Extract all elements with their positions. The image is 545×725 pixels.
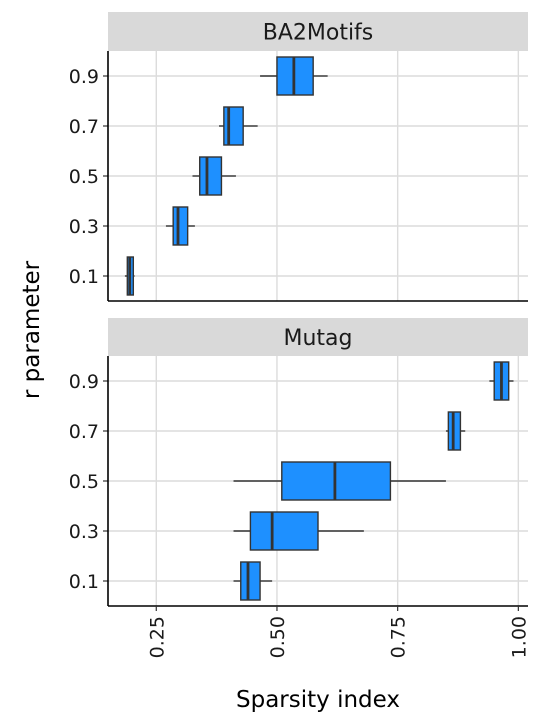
y-tick-label: 0.1 — [69, 266, 99, 288]
y-tick-label: 0.3 — [69, 216, 99, 238]
y-axis-title: r parameter — [19, 260, 45, 399]
box — [249, 511, 319, 551]
boxplot-r-0-7 — [219, 106, 258, 146]
panel-title: BA2Motifs — [263, 21, 374, 46]
boxplot-r-0-7 — [445, 411, 466, 451]
y-tick-label: 0.1 — [69, 571, 99, 593]
panel-strip — [108, 318, 528, 356]
box — [172, 206, 189, 246]
y-tick-label: 0.5 — [69, 166, 99, 188]
boxplot-r-0-9 — [489, 361, 514, 401]
x-tick-label: 0.25 — [146, 616, 168, 658]
y-tick-label: 0.3 — [69, 521, 99, 543]
y-tick-label: 0.7 — [69, 116, 99, 138]
chart-panels: BA2Motifs 0.1 0.3 0.5 0.7 0.9 Mutag 0.1 0.3 0.5 0.… — [69, 12, 528, 607]
boxplot-r-0-1 — [233, 561, 273, 601]
boxplot-r-0-3 — [165, 206, 195, 246]
x-axis-title: Sparsity index — [236, 687, 400, 713]
y-tick-label: 0.5 — [69, 471, 99, 493]
boxplot-r-0-1 — [124, 256, 135, 296]
box — [223, 106, 244, 146]
x-axis: 0.25 0.50 0.75 1.00 — [146, 606, 530, 658]
boxplot-r-0-9 — [260, 56, 328, 96]
panel-ba2motifs: BA2Motifs 0.1 0.3 0.5 0.7 0.9 — [69, 12, 528, 302]
box — [199, 156, 223, 196]
y-tick-label: 0.9 — [69, 66, 99, 88]
x-tick-label: 0.75 — [388, 616, 410, 658]
panel-mutag: Mutag 0.1 0.3 0.5 0.7 0.9 — [69, 318, 528, 607]
x-tick-label: 1.00 — [508, 616, 530, 658]
boxplot-r-0-5 — [233, 461, 446, 501]
boxplot-r-0-3 — [233, 511, 364, 551]
y-tick-label: 0.9 — [69, 371, 99, 393]
y-tick-label: 0.7 — [69, 421, 99, 443]
boxplot-r-0-5 — [192, 156, 236, 196]
panel-strip — [108, 12, 528, 51]
panel-title: Mutag — [284, 326, 353, 351]
box — [240, 561, 261, 601]
x-tick-label: 0.50 — [267, 616, 289, 658]
